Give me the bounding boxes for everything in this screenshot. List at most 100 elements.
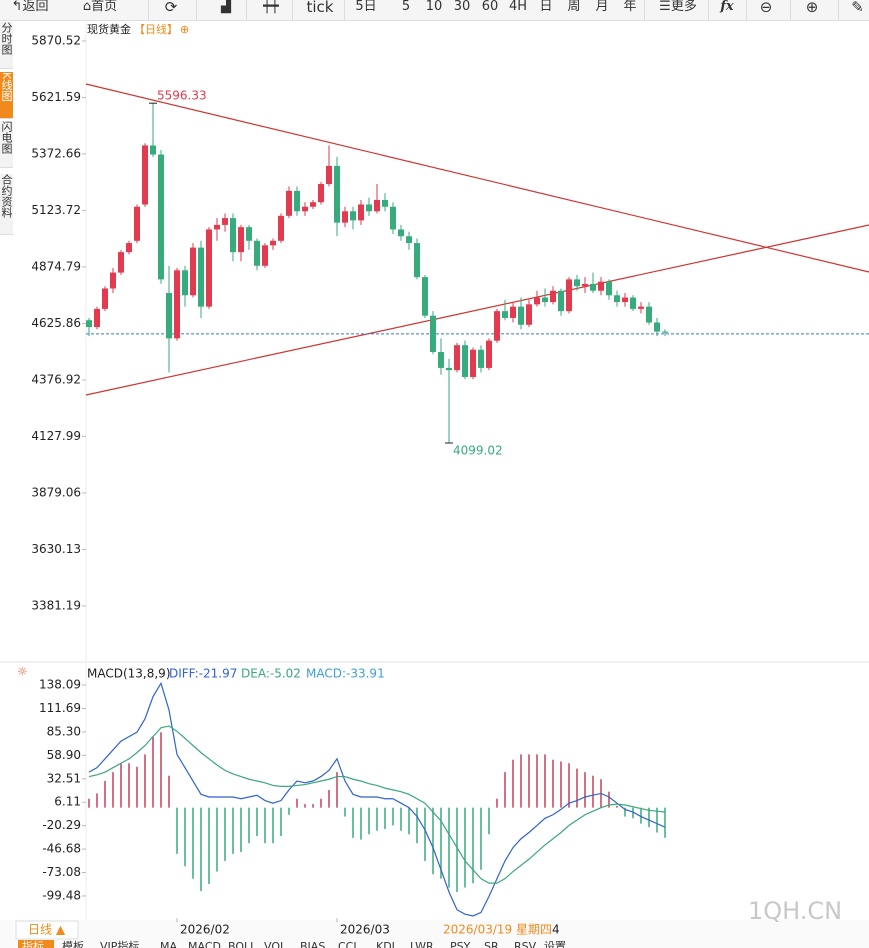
candle-body <box>302 206 308 212</box>
tab[interactable]: MACD <box>188 940 221 948</box>
candle-body <box>502 311 508 318</box>
candle-icon-button[interactable]: ┿┿ <box>263 0 279 14</box>
toolbar-separator <box>292 0 293 20</box>
candle-body <box>518 306 524 325</box>
tab[interactable]: BOLL <box>228 940 257 948</box>
candle-body <box>430 315 436 353</box>
tick-button[interactable]: tick <box>306 0 334 16</box>
candle-body <box>382 199 388 207</box>
tab[interactable]: PSY <box>450 940 471 948</box>
toolbar-separator <box>344 0 345 20</box>
y-tick-label: 138.09 <box>39 678 81 692</box>
candle-body <box>622 297 628 303</box>
tab[interactable]: VOL <box>264 940 287 948</box>
candle-body <box>190 247 196 296</box>
toolbar-separator <box>246 0 247 20</box>
period-button[interactable]: 周 <box>567 0 581 14</box>
toolbar-separator <box>644 0 645 20</box>
candle-body <box>422 277 428 316</box>
candle-body <box>566 279 572 312</box>
sidebar-tab-active[interactable]: K线图 <box>0 72 13 119</box>
candle-body <box>142 145 148 205</box>
candle-body <box>342 211 348 223</box>
candle-body <box>598 281 604 291</box>
trend-line <box>85 83 869 273</box>
fx-button[interactable]: fx <box>720 0 734 14</box>
zoom-in-button[interactable]: ⊕ <box>805 0 819 16</box>
candle-body <box>158 154 164 280</box>
toolbar-separator <box>196 0 197 20</box>
y-tick-label: 5123.72 <box>31 203 81 217</box>
tab-active[interactable]: 指标 <box>22 939 44 948</box>
tab[interactable]: CCI <box>338 940 357 948</box>
chart-add-icon: ⊕ <box>180 23 189 36</box>
tab[interactable]: RSV <box>514 940 537 948</box>
footer-period[interactable]: 日线 ▲ <box>28 923 66 937</box>
candle-body <box>198 247 204 307</box>
candle-body <box>118 252 124 273</box>
candle-body <box>134 206 140 241</box>
candle-body <box>318 184 324 203</box>
candle-body <box>654 322 660 332</box>
period-button[interactable]: 10 <box>425 0 443 14</box>
tab[interactable]: LWR <box>410 940 434 948</box>
macd-line <box>88 681 666 917</box>
candle-body <box>574 279 580 287</box>
trend-line <box>85 224 869 396</box>
candle-body <box>446 367 452 371</box>
candle-body <box>550 290 556 303</box>
chart-period: 【日线】 <box>134 22 178 36</box>
back-button[interactable]: ↰返回 <box>11 0 49 14</box>
candle-body <box>126 243 132 253</box>
indicator-title: MACD(13,8,9) <box>87 667 171 681</box>
period-button[interactable]: 4H <box>508 0 528 14</box>
period-button[interactable]: 5日 <box>355 0 377 14</box>
bar-icon-button[interactable]: ▟ <box>221 0 231 14</box>
period-button[interactable]: 月 <box>595 0 609 14</box>
x-tick-label: 2026/02 <box>180 923 230 937</box>
candle-body <box>590 283 596 291</box>
candle-body <box>486 340 492 368</box>
candle-body <box>462 345 468 377</box>
tab[interactable]: KDJ <box>376 940 395 948</box>
sidebar-tab[interactable]: 闪电图 <box>0 121 13 168</box>
candle-body <box>390 206 396 230</box>
period-button[interactable]: 30 <box>453 0 471 14</box>
y-tick-label: 85.30 <box>47 724 81 738</box>
candle-body <box>406 236 412 244</box>
tab[interactable]: 设置 <box>544 940 566 948</box>
more-label: 更多 <box>670 0 697 14</box>
period-button[interactable]: 5 <box>401 0 411 14</box>
more-button[interactable]: ☰更多 <box>659 0 697 14</box>
draw-button[interactable]: ✎ <box>851 0 864 16</box>
candle-body <box>350 211 356 221</box>
period-box <box>15 920 79 940</box>
tab[interactable]: MA <box>160 940 177 948</box>
y-tick-label: 4127.99 <box>31 429 81 443</box>
candle-body <box>398 229 404 237</box>
y-tick-label: -99.48 <box>42 888 81 902</box>
zoom-out-button[interactable]: ⊖ <box>759 0 773 16</box>
candle-body <box>478 349 484 368</box>
period-button[interactable]: 60 <box>481 0 499 14</box>
home-button[interactable]: ⌂首页 <box>82 0 118 14</box>
sidebar-tab[interactable]: 分时图 <box>0 22 13 69</box>
tab[interactable]: SR <box>484 940 499 948</box>
candle-body <box>238 227 244 253</box>
period-button[interactable]: 日 <box>539 0 553 14</box>
candle-body <box>182 270 188 296</box>
refresh-button[interactable]: ⟳ <box>164 0 178 16</box>
period-button[interactable]: 年 <box>623 0 637 14</box>
candle-body <box>278 215 284 241</box>
toolbar-separator <box>790 0 791 20</box>
candle-body <box>534 297 540 305</box>
tab[interactable]: VIP指标 <box>100 939 139 948</box>
tab-highlight <box>18 940 54 948</box>
candle-body <box>662 331 668 333</box>
tab[interactable]: BIAS <box>300 940 325 948</box>
tab[interactable]: 模板 <box>62 939 84 948</box>
toolbar-separator <box>838 0 839 20</box>
candle-body <box>166 292 172 339</box>
sidebar-tab[interactable]: 合约资料 <box>0 174 13 235</box>
y-tick-label: 4625.86 <box>31 316 81 330</box>
